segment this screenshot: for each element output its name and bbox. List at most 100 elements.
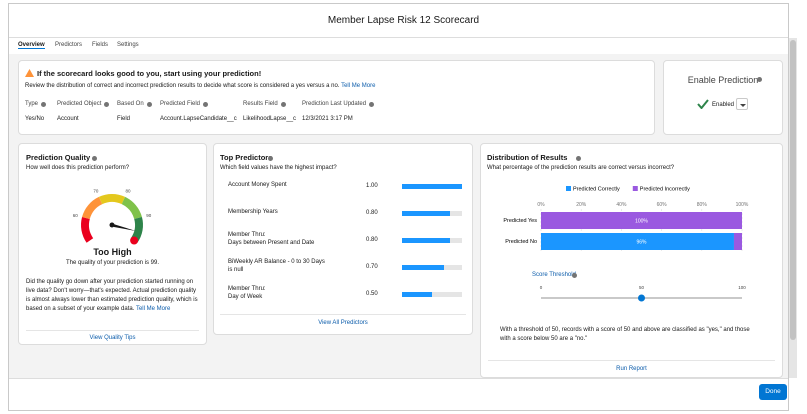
tab[interactable]: Predictors <box>55 42 83 48</box>
x-tick-label: 100% <box>736 202 749 208</box>
quality-note: Did the quality go down after your predi… <box>26 278 202 314</box>
predictor-bar <box>402 237 450 243</box>
info-icon <box>104 101 109 107</box>
info-icon <box>757 77 762 82</box>
detail-value: Account.LapseCandidate__c <box>160 116 237 122</box>
predictor-score: 0.80 <box>366 209 378 216</box>
predictor-label: Member Thru: <box>228 232 266 238</box>
distribution-chart: Predicted Correctly Predicted Incorrectly… <box>503 186 749 302</box>
x-tick-label: 80% <box>697 202 708 208</box>
quality-divider <box>26 330 199 331</box>
status-dropdown[interactable] <box>736 98 748 110</box>
predictor-label: BiWeekly AR Balance - 0 to 30 Days <box>228 259 325 265</box>
gauge-tick-label: 60 <box>73 213 79 218</box>
quality-summary: The quality of your prediction is 99. <box>65 260 160 266</box>
legend-swatch <box>632 186 638 191</box>
predictor-label: is null <box>228 267 244 273</box>
predictor-label: Day of Week <box>228 294 263 300</box>
detail-label: Type <box>25 101 39 107</box>
legend-swatch <box>566 186 571 191</box>
modal-frame <box>8 3 789 411</box>
quality-gauge: 5060708090100 <box>73 189 152 245</box>
warning-icon <box>25 69 34 77</box>
slider-tick-label: 0 <box>540 285 543 290</box>
distribution-subtitle: What percentage of the prediction result… <box>487 165 675 171</box>
gauge-end-cap <box>130 236 139 245</box>
slider-tick-label: 100 <box>738 285 746 290</box>
result-bar <box>541 233 734 250</box>
info-icon <box>281 101 286 107</box>
predictor-label: Member Thru: <box>228 286 266 292</box>
info-icon <box>369 101 374 107</box>
predictor-score: 0.50 <box>366 290 378 297</box>
detail-label: Results Field <box>243 101 278 107</box>
gauge-band <box>82 196 103 220</box>
info-icon <box>41 101 46 107</box>
info-icon <box>268 156 273 161</box>
predictor-score: 0.80 <box>366 236 378 243</box>
run-report-link[interactable]: Run Report <box>616 366 647 372</box>
distribution-title: Distribution of Results <box>487 153 568 162</box>
enable-card <box>663 60 783 135</box>
quality-title: Prediction Quality <box>26 153 91 162</box>
quality-rating: Too High <box>93 247 132 257</box>
x-tick-label: 60% <box>657 202 668 208</box>
banner-heading: If the scorecard looks good to you, star… <box>37 69 262 78</box>
quality-card <box>18 143 207 345</box>
dropdown-arrow <box>740 104 746 107</box>
detail-label: Predicted Field <box>160 101 201 107</box>
slider-thumb[interactable] <box>638 294 645 302</box>
slider-tick-label: 50 <box>639 285 645 290</box>
banner-link[interactable]: Tell Me More <box>341 83 376 89</box>
predictor-bar <box>402 183 462 189</box>
info-icon <box>572 273 577 278</box>
info-icon <box>147 101 152 107</box>
tab[interactable]: Fields <box>92 42 109 48</box>
predictor-score: 0.70 <box>366 263 378 270</box>
distribution-card <box>480 143 783 378</box>
gauge-band <box>98 194 126 205</box>
modal-title: Member Lapse Risk 12 Scorecard <box>327 15 480 26</box>
predictor-bar <box>402 264 444 270</box>
result-bar <box>733 233 742 250</box>
banner-description: Review the distribution of correct and i… <box>25 83 340 89</box>
gauge-hub <box>109 222 115 228</box>
gauge-band <box>121 196 142 220</box>
predictors-footer-link[interactable]: View All Predictors <box>318 320 368 326</box>
predictor-track <box>402 291 462 297</box>
detail-label: Predicted Object <box>57 101 102 107</box>
predictors-divider <box>220 314 466 315</box>
info-icon <box>92 156 97 161</box>
result-bar <box>541 212 742 229</box>
gauge-tick-label: 80 <box>126 189 132 194</box>
predictor-label: Account Money Spent <box>228 182 287 188</box>
gauge-needle <box>110 223 136 231</box>
legend-label: Predicted Correctly <box>573 187 620 193</box>
bar-value-label: 96% <box>636 240 647 246</box>
info-icon <box>576 156 581 161</box>
quality-link[interactable]: Tell Me More <box>135 306 171 312</box>
header-divider <box>9 37 788 38</box>
detail-value: Account <box>57 116 79 122</box>
scrollbar-thumb[interactable] <box>790 40 796 340</box>
banner-text: Review the distribution of correct and i… <box>25 83 375 89</box>
predictors-subtitle: Which field values have the highest impa… <box>220 165 337 171</box>
quality-subtitle: How well does this prediction perform? <box>26 165 130 171</box>
gauge-tick-label: 70 <box>93 189 99 194</box>
predictor-score: 1.00 <box>366 182 378 189</box>
gauge-tick-label: 90 <box>146 213 152 218</box>
detail-value: 12/3/2021 3:17 PM <box>302 116 353 122</box>
enable-title: Enable Prediction <box>687 75 759 85</box>
category-label: Predicted No <box>505 239 537 245</box>
x-tick-label: 20% <box>576 202 587 208</box>
tab[interactable]: Overview <box>18 42 45 49</box>
detail-value: Field <box>117 116 131 122</box>
quality-note-text: Did the quality go down after your predi… <box>26 279 198 312</box>
x-tick-label: 0% <box>537 202 545 208</box>
quality-footer-link[interactable]: View Quality Tips <box>89 335 136 341</box>
done-button[interactable]: Done <box>759 384 787 400</box>
predictor-label: Days between Present and Date <box>228 240 315 246</box>
info-icon <box>203 101 208 107</box>
detail-label: Prediction Last Updated <box>302 101 367 107</box>
tab[interactable]: Settings <box>117 42 139 48</box>
